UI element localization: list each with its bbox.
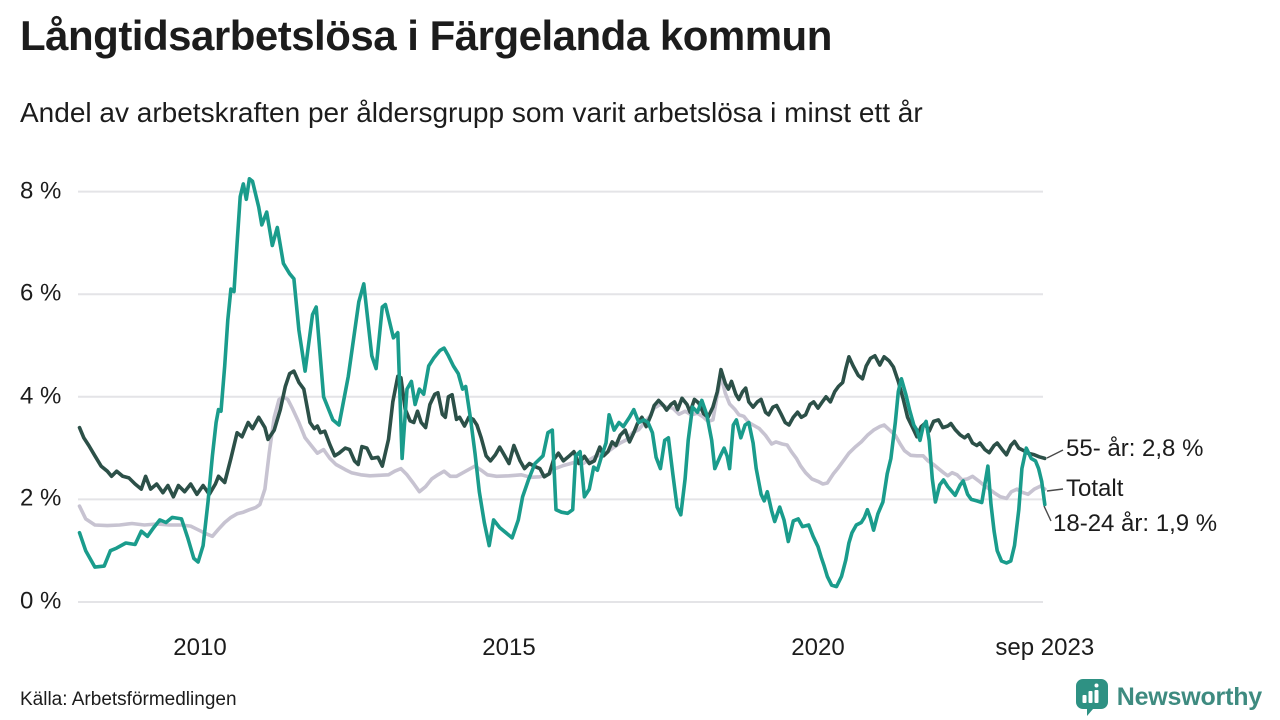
label-connector (1046, 449, 1064, 459)
newsworthy-icon (1075, 679, 1108, 716)
brand-logo: Newsworthy (1075, 678, 1262, 716)
x-tick-label: 2015 (482, 634, 536, 661)
source-note: Källa: Arbetsförmedlingen (20, 689, 237, 710)
x-tick-label: 2020 (791, 634, 845, 661)
label-connector (1043, 505, 1052, 522)
page-subtitle: Andel av arbetskraften per åldersgrupp s… (20, 97, 923, 128)
y-tick-label: 4 % (20, 382, 62, 410)
y-tick-label: 0 % (20, 587, 62, 615)
brand-name: Newsworthy (1116, 682, 1262, 711)
page-title: Långtidsarbetslösa i Färgelanda kommun (20, 12, 832, 59)
y-tick-label: 2 % (20, 484, 62, 512)
series-line-55-r (77, 353, 1047, 499)
y-tick-label: 8 % (20, 177, 62, 205)
series-line-18-24-r (77, 177, 1047, 589)
label-connector (1046, 488, 1064, 492)
series-label-totalt: Totalt (1066, 475, 1124, 502)
series-line-totalt (77, 374, 1047, 539)
x-tick-label: sep 2023 (995, 634, 1095, 661)
series-label-18-24-r: 18-24 år: 1,9 % (1053, 510, 1218, 537)
y-tick-label: 6 % (20, 279, 62, 307)
x-tick-label: 2010 (173, 634, 227, 661)
series-label-55-r: 55- år: 2,8 % (1066, 435, 1204, 462)
